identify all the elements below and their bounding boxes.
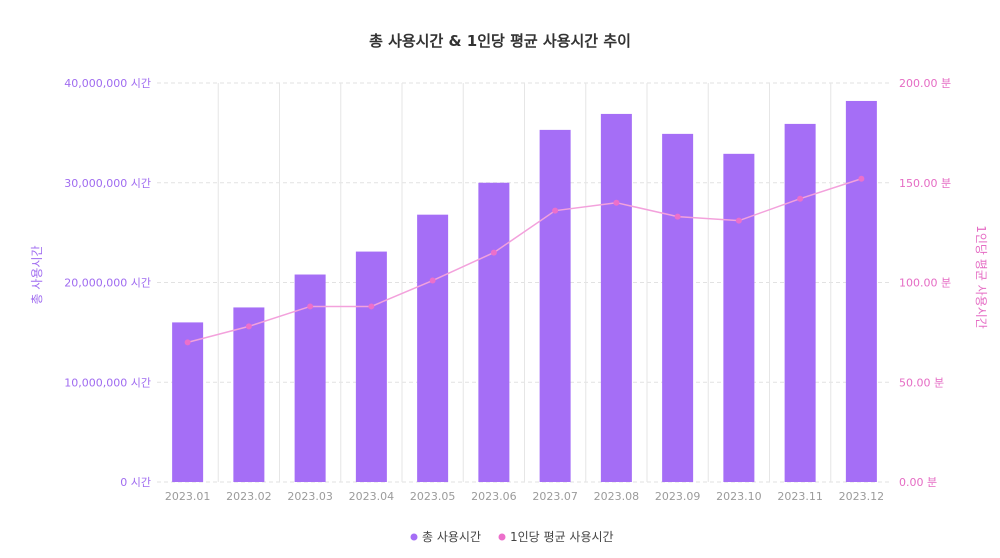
x-tick-label: 2023.03	[287, 490, 333, 503]
legend[interactable]: 총 사용시간 1인당 평균 사용시간	[410, 530, 614, 544]
bar-series	[172, 100, 877, 483]
y-tick-label-right: 50.00 분	[899, 376, 944, 389]
x-tick-label: 2023.12	[839, 490, 885, 503]
line-point-2023.01[interactable]	[184, 339, 191, 346]
x-tick-label: 2023.02	[226, 490, 272, 503]
line-point-2023.08[interactable]	[613, 199, 620, 206]
x-tick-label: 2023.01	[165, 490, 211, 503]
y-tick-label-right: 0.00 분	[899, 476, 937, 489]
legend-label-average[interactable]: 1인당 평균 사용시간	[510, 530, 614, 544]
line-point-2023.12[interactable]	[858, 175, 865, 182]
legend-label-total[interactable]: 총 사용시간	[422, 530, 481, 544]
line-point-2023.03[interactable]	[307, 303, 314, 310]
line-point-2023.05[interactable]	[429, 277, 436, 284]
y-tick-label-left: 20,000,000 시간	[64, 277, 151, 290]
bar-2023.05[interactable]	[417, 214, 449, 483]
bar-2023.01[interactable]	[172, 322, 204, 482]
x-tick-label: 2023.05	[410, 490, 456, 503]
y-tick-label-right: 200.00 분	[899, 77, 951, 90]
chart-title: 총 사용시간 & 1인당 평균 사용시간 추이	[369, 32, 631, 50]
bar-2023.04[interactable]	[355, 251, 387, 482]
bar-2023.09[interactable]	[662, 133, 694, 482]
bar-2023.06[interactable]	[478, 182, 510, 482]
y-tick-label-right: 150.00 분	[899, 177, 951, 190]
line-point-2023.02[interactable]	[245, 323, 252, 330]
x-tick-label: 2023.08	[594, 490, 640, 503]
bar-2023.11[interactable]	[784, 123, 816, 483]
y-tick-label-left: 40,000,000 시간	[64, 77, 151, 90]
axes: 0 시간 0.00 분 10,000,000 시간 50.00 분 20,000,000…	[64, 77, 951, 503]
bar-2023.07[interactable]	[539, 129, 571, 482]
x-tick-label: 2023.11	[777, 490, 823, 503]
x-tick-label: 2023.09	[655, 490, 701, 503]
x-tick-label: 2023.04	[349, 490, 395, 503]
y-tick-label-left: 10,000,000 시간	[64, 376, 151, 389]
bar-2023.12[interactable]	[845, 100, 877, 482]
y-tick-label-left: 0 시간	[120, 476, 151, 489]
x-tick-label: 2023.06	[471, 490, 517, 503]
line-series	[184, 175, 865, 346]
legend-marker-total	[410, 533, 418, 541]
line-point-2023.11[interactable]	[797, 195, 804, 202]
bar-2023.02[interactable]	[233, 307, 265, 482]
y-axis-title-left: 총 사용시간	[30, 245, 44, 304]
line-point-2023.07[interactable]	[552, 207, 559, 214]
bar-2023.08[interactable]	[600, 113, 632, 483]
line-point-2023.10[interactable]	[735, 217, 742, 224]
x-tick-label: 2023.07	[532, 490, 578, 503]
gridlines	[157, 82, 892, 483]
line-point-2023.06[interactable]	[490, 249, 497, 256]
average-usage-line	[187, 178, 862, 344]
legend-marker-average	[498, 533, 506, 541]
line-point-2023.09[interactable]	[674, 213, 681, 220]
line-point-2023.04[interactable]	[368, 303, 375, 310]
y-tick-label-right: 100.00 분	[899, 277, 951, 290]
bar-2023.10[interactable]	[723, 153, 755, 482]
x-tick-label: 2023.10	[716, 490, 762, 503]
y-axis-title-right: 1인당 평균 사용시간	[974, 225, 988, 329]
y-tick-label-left: 30,000,000 시간	[64, 177, 151, 190]
